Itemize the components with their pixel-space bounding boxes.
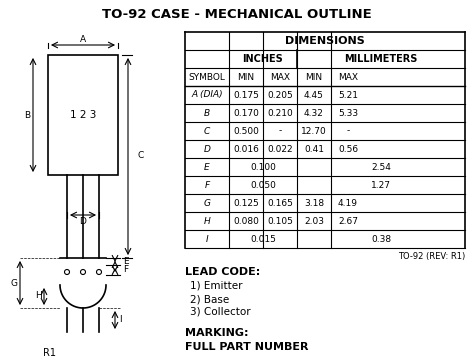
Text: C: C	[204, 126, 210, 135]
Text: 0.125: 0.125	[233, 199, 259, 208]
Text: 0.210: 0.210	[267, 109, 293, 118]
Text: G: G	[203, 199, 210, 208]
Text: H: H	[204, 216, 210, 225]
Text: MIN: MIN	[237, 73, 255, 82]
Text: MAX: MAX	[338, 73, 358, 82]
Text: MILLIMETERS: MILLIMETERS	[344, 54, 418, 64]
Text: TO-92 (REV: R1): TO-92 (REV: R1)	[398, 253, 465, 261]
Text: 0.41: 0.41	[304, 144, 324, 154]
Circle shape	[81, 269, 85, 274]
Text: 3) Collector: 3) Collector	[190, 307, 251, 317]
Text: 2.67: 2.67	[338, 216, 358, 225]
Text: 0.050: 0.050	[250, 180, 276, 189]
Text: 0.500: 0.500	[233, 126, 259, 135]
Text: B: B	[24, 110, 30, 119]
Text: 2.54: 2.54	[371, 163, 391, 171]
Text: 12.70: 12.70	[301, 126, 327, 135]
Text: MARKING:: MARKING:	[185, 328, 248, 338]
Text: 0.016: 0.016	[233, 144, 259, 154]
Text: D: D	[203, 144, 210, 154]
Text: R1: R1	[44, 348, 56, 358]
Text: 4.19: 4.19	[338, 199, 358, 208]
Text: FULL PART NUMBER: FULL PART NUMBER	[185, 342, 309, 352]
Text: 5.33: 5.33	[338, 109, 358, 118]
Text: A (DIA): A (DIA)	[191, 90, 223, 99]
Text: F: F	[204, 180, 210, 189]
Text: E: E	[123, 257, 128, 266]
Text: TO-92 CASE - MECHANICAL OUTLINE: TO-92 CASE - MECHANICAL OUTLINE	[102, 8, 372, 20]
Text: DIMENSIONS: DIMENSIONS	[285, 36, 365, 46]
Text: 1.27: 1.27	[371, 180, 391, 189]
Text: D: D	[80, 217, 86, 227]
Circle shape	[97, 269, 101, 274]
Text: C: C	[138, 151, 144, 160]
Text: LEAD CODE:: LEAD CODE:	[185, 267, 260, 277]
Text: MIN: MIN	[305, 73, 323, 82]
Text: 2) Base: 2) Base	[190, 294, 229, 304]
Text: 0.38: 0.38	[371, 234, 391, 244]
Text: 1) Emitter: 1) Emitter	[190, 281, 243, 291]
Text: 1 2 3: 1 2 3	[70, 110, 96, 120]
Text: 0.105: 0.105	[267, 216, 293, 225]
Text: 0.205: 0.205	[267, 90, 293, 99]
Circle shape	[64, 269, 70, 274]
Text: I: I	[119, 315, 122, 325]
Text: INCHES: INCHES	[243, 54, 283, 64]
Text: 0.080: 0.080	[233, 216, 259, 225]
Text: 3.18: 3.18	[304, 199, 324, 208]
Text: 0.170: 0.170	[233, 109, 259, 118]
Text: 4.32: 4.32	[304, 109, 324, 118]
Text: F: F	[123, 265, 128, 274]
Text: 0.165: 0.165	[267, 199, 293, 208]
Text: 0.015: 0.015	[250, 234, 276, 244]
Text: H: H	[35, 291, 41, 301]
Text: I: I	[206, 234, 208, 244]
Text: B: B	[204, 109, 210, 118]
Text: 0.022: 0.022	[267, 144, 293, 154]
Text: 2.03: 2.03	[304, 216, 324, 225]
Text: SYMBOL: SYMBOL	[189, 73, 226, 82]
Text: A: A	[80, 36, 86, 45]
Text: 0.175: 0.175	[233, 90, 259, 99]
Text: -: -	[346, 126, 350, 135]
Text: 0.100: 0.100	[250, 163, 276, 171]
Text: -: -	[278, 126, 282, 135]
Text: E: E	[204, 163, 210, 171]
Text: 5.21: 5.21	[338, 90, 358, 99]
Text: 0.56: 0.56	[338, 144, 358, 154]
Text: MAX: MAX	[270, 73, 290, 82]
Text: 4.45: 4.45	[304, 90, 324, 99]
Text: G: G	[10, 278, 18, 287]
